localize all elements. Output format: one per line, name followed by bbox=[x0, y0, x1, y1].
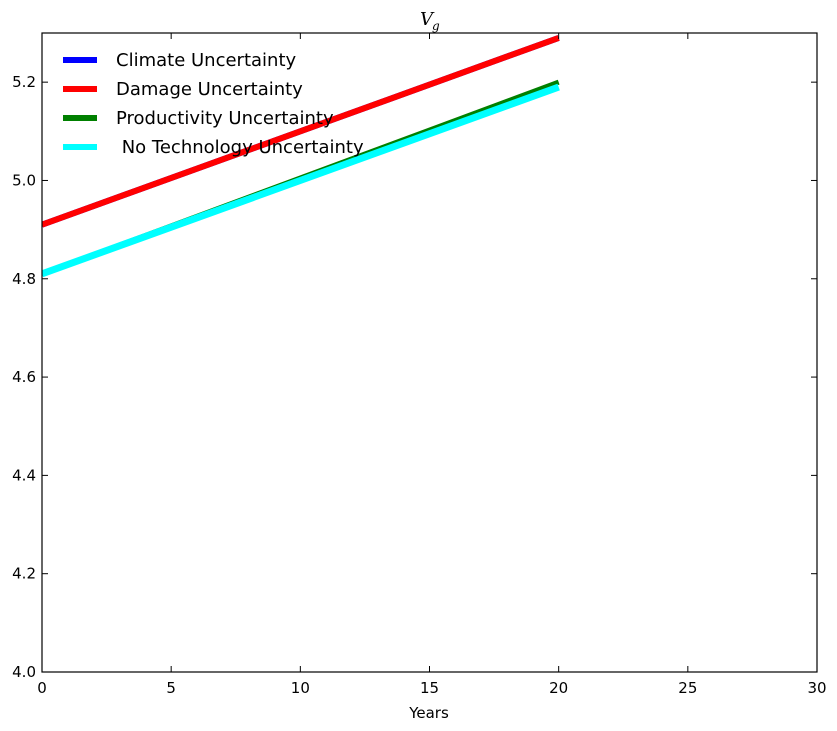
legend: Climate Uncertainty Damage Uncertainty Pro… bbox=[63, 50, 364, 158]
y-tick-label: 4.2 bbox=[12, 565, 36, 583]
x-tick-label: 20 bbox=[549, 679, 568, 697]
legend-label: No Technology Uncertainty bbox=[116, 137, 364, 158]
y-tick-label: 4.4 bbox=[12, 466, 36, 484]
y-tick-label: 4.8 bbox=[12, 270, 36, 288]
y-tick-label: 4.6 bbox=[12, 368, 36, 386]
chart-title-subscript: g bbox=[432, 19, 440, 33]
series-layer bbox=[42, 35, 560, 278]
chart-title: V g bbox=[420, 9, 440, 33]
x-tick-label: 15 bbox=[420, 679, 439, 697]
x-tick-label: 10 bbox=[291, 679, 310, 697]
y-axis-ticks: 4.0 4.2 4.4 4.6 4.8 5.0 5.2 bbox=[12, 73, 817, 681]
x-axis-label: Years bbox=[408, 704, 449, 722]
x-tick-label: 30 bbox=[807, 679, 826, 697]
y-tick-label: 5.0 bbox=[12, 171, 36, 189]
chart-title-main: V bbox=[420, 9, 435, 30]
y-tick-label: 4.0 bbox=[12, 663, 36, 681]
series-line-1 bbox=[42, 35, 560, 228]
x-tick-label: 25 bbox=[678, 679, 697, 697]
legend-label: Damage Uncertainty bbox=[116, 79, 303, 100]
legend-label: Climate Uncertainty bbox=[116, 50, 296, 71]
x-axis-ticks: 0 5 10 15 20 25 30 bbox=[37, 33, 827, 697]
series-line-3 bbox=[42, 83, 560, 278]
y-tick-label: 5.2 bbox=[12, 73, 36, 91]
x-tick-label: 0 bbox=[37, 679, 47, 697]
x-tick-label: 5 bbox=[166, 679, 176, 697]
legend-label: Productivity Uncertainty bbox=[116, 108, 334, 129]
